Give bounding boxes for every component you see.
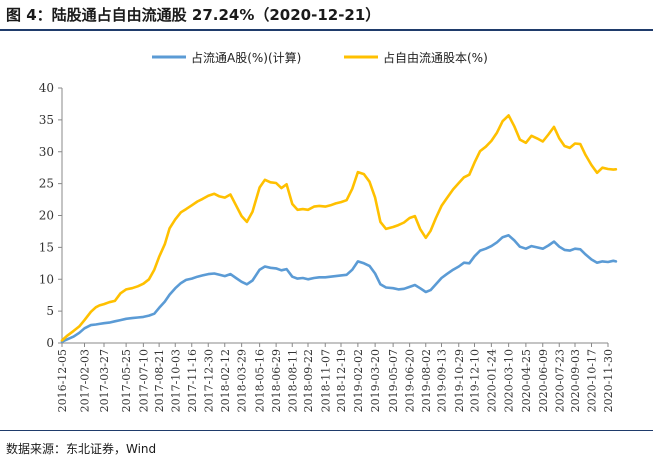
legend-label-series-b: 占自由流通股本(%) bbox=[383, 50, 488, 65]
x-tick-label: 2017-10-03 bbox=[169, 349, 182, 412]
x-tick-label: 2017-11-16 bbox=[186, 349, 199, 412]
x-tick-label: 2020-11-30 bbox=[602, 349, 615, 412]
x-tick-label: 2018-02-12 bbox=[219, 349, 232, 412]
x-tick-label: 2019-06-20 bbox=[404, 349, 417, 412]
x-tick-label: 2017-08-21 bbox=[153, 349, 166, 412]
x-tick-label: 2017-05-25 bbox=[120, 349, 133, 412]
x-tick-label: 2019-10-29 bbox=[453, 349, 466, 412]
x-tick-label: 2019-09-13 bbox=[436, 349, 449, 412]
x-tick-label: 2017-07-10 bbox=[137, 349, 150, 412]
x-tick-label: 2020-04-25 bbox=[520, 349, 533, 412]
title-rule bbox=[0, 29, 653, 31]
chart-legend: 占流通A股(%)(计算) 占自由流通股本(%) bbox=[152, 50, 488, 65]
figure-title: 图 4：陆股通占自由流通股 27.24%（2020-12-21） bbox=[6, 6, 381, 24]
series-line-b bbox=[60, 114, 618, 342]
x-tick-label: 2017-12-30 bbox=[202, 349, 215, 412]
x-tick-label: 2020-07-23 bbox=[553, 349, 566, 412]
x-tick-label: 2019-12-10 bbox=[469, 349, 482, 412]
y-tick-label: 20 bbox=[39, 209, 54, 223]
x-tick-label: 2020-09-03 bbox=[569, 349, 582, 412]
y-tick-label: 5 bbox=[46, 304, 54, 318]
x-tick-label: 2018-06-29 bbox=[270, 349, 283, 412]
x-tick-label: 2018-11-07 bbox=[319, 349, 332, 412]
y-tick-label: 10 bbox=[39, 272, 54, 286]
y-tick-label: 25 bbox=[39, 177, 54, 191]
x-tick-label: 2018-08-11 bbox=[286, 349, 299, 412]
y-tick-label: 35 bbox=[39, 113, 54, 127]
x-tick-label: 2020-10-17 bbox=[586, 349, 599, 412]
y-tick-label: 40 bbox=[39, 81, 54, 95]
x-tick-label: 2017-03-27 bbox=[98, 349, 111, 412]
series-line-a bbox=[60, 234, 618, 344]
x-tick-label: 2019-05-07 bbox=[387, 349, 400, 412]
x-tick-label: 2016-12-05 bbox=[56, 349, 69, 412]
chart-axes: 0 5 10 15 20 25 30 35 40 2016-12-05 2017-02-03 2017… bbox=[39, 81, 615, 412]
x-tick-label: 2018-03-29 bbox=[236, 349, 249, 412]
x-tick-label: 2018-12-19 bbox=[335, 349, 348, 412]
plot-area bbox=[60, 114, 618, 344]
x-tick-label: 2018-09-22 bbox=[302, 349, 315, 412]
x-tick-label: 2020-01-24 bbox=[485, 349, 498, 412]
footer-rule bbox=[0, 430, 653, 431]
x-tick-label: 2017-02-03 bbox=[79, 349, 92, 412]
x-tick-label: 2019-03-20 bbox=[369, 349, 382, 412]
x-tick-label: 2019-02-02 bbox=[352, 349, 365, 412]
x-tick-label: 2020-03-10 bbox=[503, 349, 516, 412]
y-tick-label: 0 bbox=[46, 336, 54, 350]
line-chart: 占流通A股(%)(计算) 占自由流通股本(%) 0 5 10 15 20 25 30 35 40… bbox=[39, 50, 618, 412]
x-tick-label: 2019-08-02 bbox=[420, 349, 433, 412]
y-tick-label: 30 bbox=[39, 145, 54, 159]
legend-label-series-a: 占流通A股(%)(计算) bbox=[191, 50, 301, 65]
x-tick-label: 2020-06-09 bbox=[537, 349, 550, 412]
y-tick-label: 15 bbox=[39, 240, 54, 254]
x-tick-label: 2018-05-16 bbox=[254, 349, 267, 412]
source-note: 数据来源：东北证券，Wind bbox=[6, 442, 157, 456]
